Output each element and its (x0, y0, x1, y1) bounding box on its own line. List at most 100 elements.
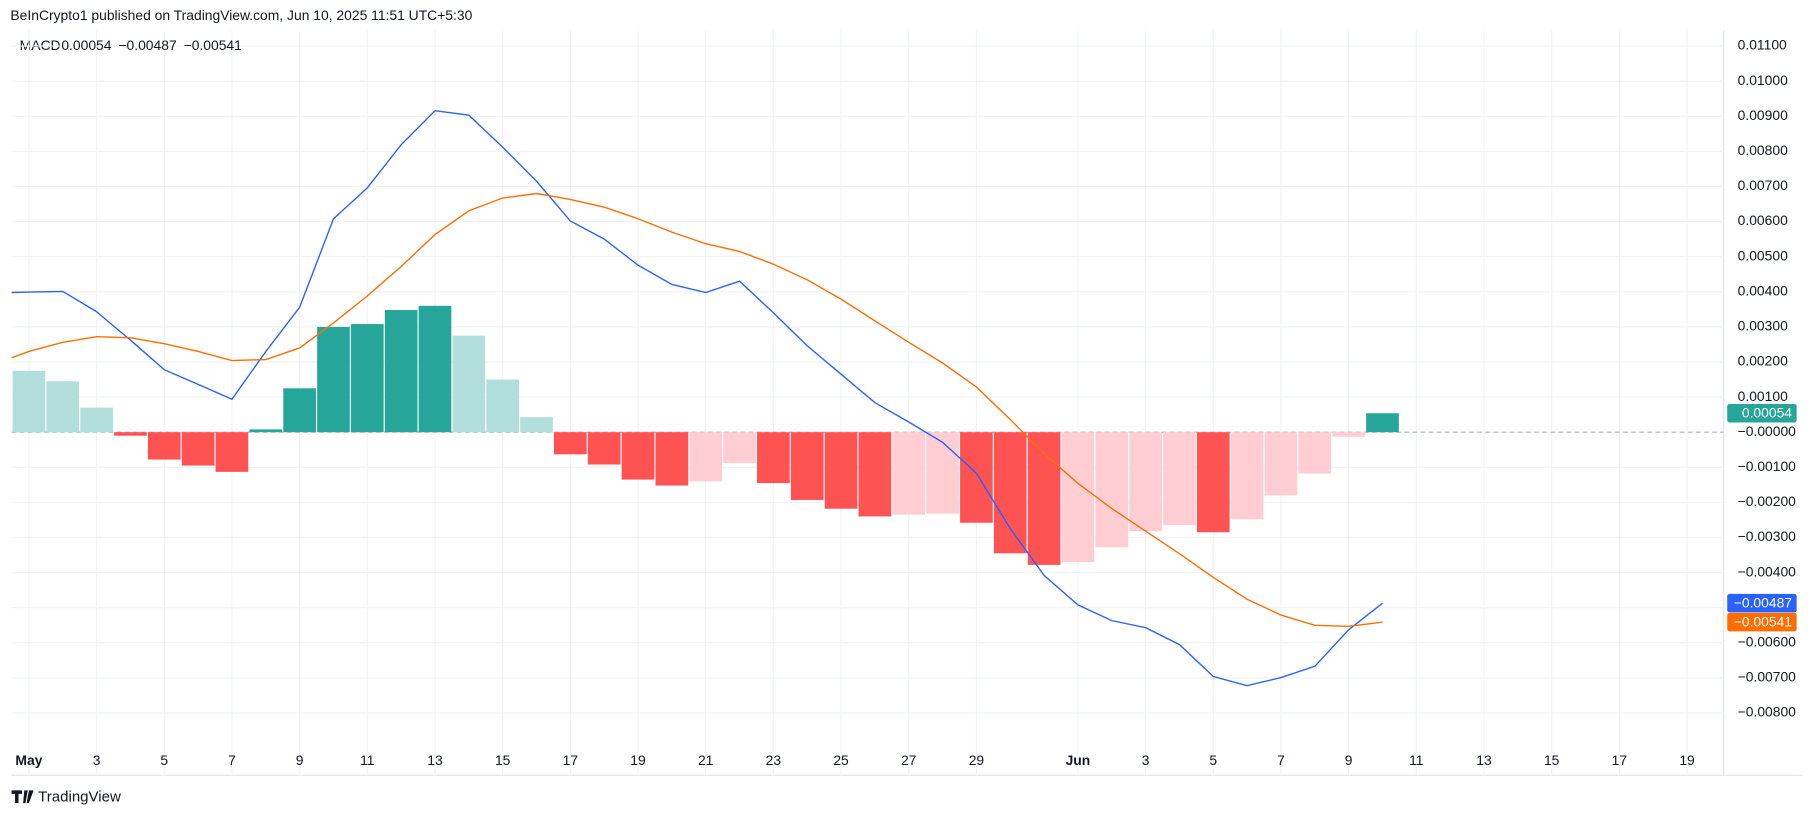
histogram-bar (1332, 432, 1365, 437)
x-tick-label: 3 (1142, 752, 1150, 768)
y-tick-label: −0.00700 (1738, 669, 1797, 685)
histogram-bar (283, 388, 316, 433)
y-tick-label: 0.01100 (1738, 37, 1787, 53)
histogram-bar (114, 432, 147, 436)
histogram-bar (12, 370, 46, 433)
y-tick-label: −0.00600 (1738, 633, 1797, 649)
y-tick-label: −0.00800 (1738, 704, 1797, 720)
macd-line (11, 109, 1383, 687)
x-tick-label: 11 (1409, 752, 1424, 768)
price-badge-label: 0.00054 (1742, 404, 1792, 420)
histogram-bar (418, 305, 452, 433)
price-badge (1727, 612, 1797, 632)
y-tick-label: −0.00200 (1738, 493, 1797, 509)
histogram-bar (1129, 432, 1162, 532)
histogram-bar (520, 417, 553, 433)
x-tick-label: 17 (1612, 752, 1628, 768)
y-tick-label: 0.00100 (1738, 388, 1788, 404)
y-tick-label: 0.00900 (1738, 107, 1788, 123)
histogram-bar (824, 432, 858, 509)
x-tick-label: 27 (901, 752, 917, 768)
price-badge-label: −0.00541 (1734, 613, 1793, 629)
y-tick-label: 0.00500 (1738, 247, 1788, 263)
legend-value: 0.00054 (61, 37, 111, 53)
x-tick-label: Jun (1066, 752, 1091, 768)
histogram-bar (215, 432, 249, 472)
grid (11, 30, 1724, 776)
histogram-bar (0, 361, 11, 432)
x-tick-label: 25 (833, 752, 849, 768)
x-tick-label: 7 (228, 752, 236, 768)
histogram-bar (181, 432, 215, 466)
histogram-bar (858, 432, 892, 517)
histogram-bar (1095, 432, 1129, 548)
x-tick-label: 29 (969, 752, 985, 768)
x-tick-label: 13 (1476, 752, 1492, 768)
histogram-bar (1163, 432, 1196, 526)
x-tick-label: 9 (1345, 752, 1353, 768)
x-tick-label: 19 (630, 752, 646, 768)
x-tick-label: 5 (160, 752, 168, 768)
histogram-bar (1366, 413, 1399, 433)
macd-line (11, 192, 1383, 628)
brand-logo: TradingView (11, 788, 121, 805)
histogram-bar (486, 379, 520, 433)
price-badge (1727, 403, 1797, 423)
y-tick-label: 0.00200 (1738, 353, 1788, 369)
histogram-bar (621, 432, 655, 480)
x-tick-label: 7 (1277, 752, 1285, 768)
legend-title: MACD (20, 37, 61, 53)
x-tick-label: 21 (698, 752, 714, 768)
y-tick-label: 0.00600 (1738, 212, 1788, 228)
histogram-bar (1027, 432, 1061, 565)
histogram-bar (554, 432, 587, 455)
histogram-bar (1298, 432, 1332, 474)
price-badge-label: −0.00487 (1734, 594, 1793, 610)
y-tick-label: 0.00300 (1738, 318, 1788, 334)
histogram-bar (147, 432, 181, 460)
x-tick-label: 13 (427, 752, 443, 768)
y-tick-label: −0.00300 (1738, 528, 1797, 544)
histogram-bar (757, 432, 790, 484)
brand: TradingView (38, 788, 121, 805)
histogram-bar (892, 432, 926, 515)
x-tick-label: 15 (1544, 752, 1560, 768)
x-tick-label: 5 (1209, 752, 1217, 768)
histogram-bar (655, 432, 689, 486)
x-tick-label: 19 (1679, 752, 1695, 768)
x-tick-label: May (15, 752, 42, 768)
y-tick-label: −0.00100 (1738, 458, 1797, 474)
histogram-bar (452, 335, 486, 433)
histogram-bar (1061, 432, 1095, 563)
plot-area (0, 109, 1724, 687)
histogram-bar (1230, 432, 1264, 520)
x-tick-label: 15 (495, 752, 511, 768)
histogram-bar (80, 407, 113, 433)
y-tick-label: 0.01000 (1738, 72, 1788, 88)
x-tick-label: 9 (296, 752, 304, 768)
histogram-bar (46, 381, 80, 433)
legend-value: −0.00541 (184, 37, 243, 53)
histogram-bar (689, 432, 723, 482)
histogram-bar (350, 324, 384, 433)
histogram-bar (993, 432, 1027, 554)
histogram-bar (723, 432, 756, 464)
y-tick-label: 0.00800 (1738, 142, 1788, 158)
y-tick-label: −0.00000 (1738, 423, 1797, 439)
histogram-bar (960, 432, 993, 523)
histogram-bar (384, 310, 418, 433)
x-tick-label: 23 (766, 752, 782, 768)
legend-value: −0.00487 (118, 37, 177, 53)
histogram-bar (317, 326, 350, 433)
histogram-bar (1264, 432, 1298, 496)
attribution: BeInCrypto1 published on TradingView.com… (10, 7, 472, 23)
histogram-bar (249, 429, 283, 433)
x-tick-label: 17 (563, 752, 579, 768)
histogram-bar (790, 432, 824, 500)
y-tick-label: 0.00400 (1738, 282, 1788, 298)
x-tick-label: 11 (360, 752, 375, 768)
histogram-bar (1196, 432, 1230, 533)
y-tick-label: 0.00700 (1738, 177, 1788, 193)
